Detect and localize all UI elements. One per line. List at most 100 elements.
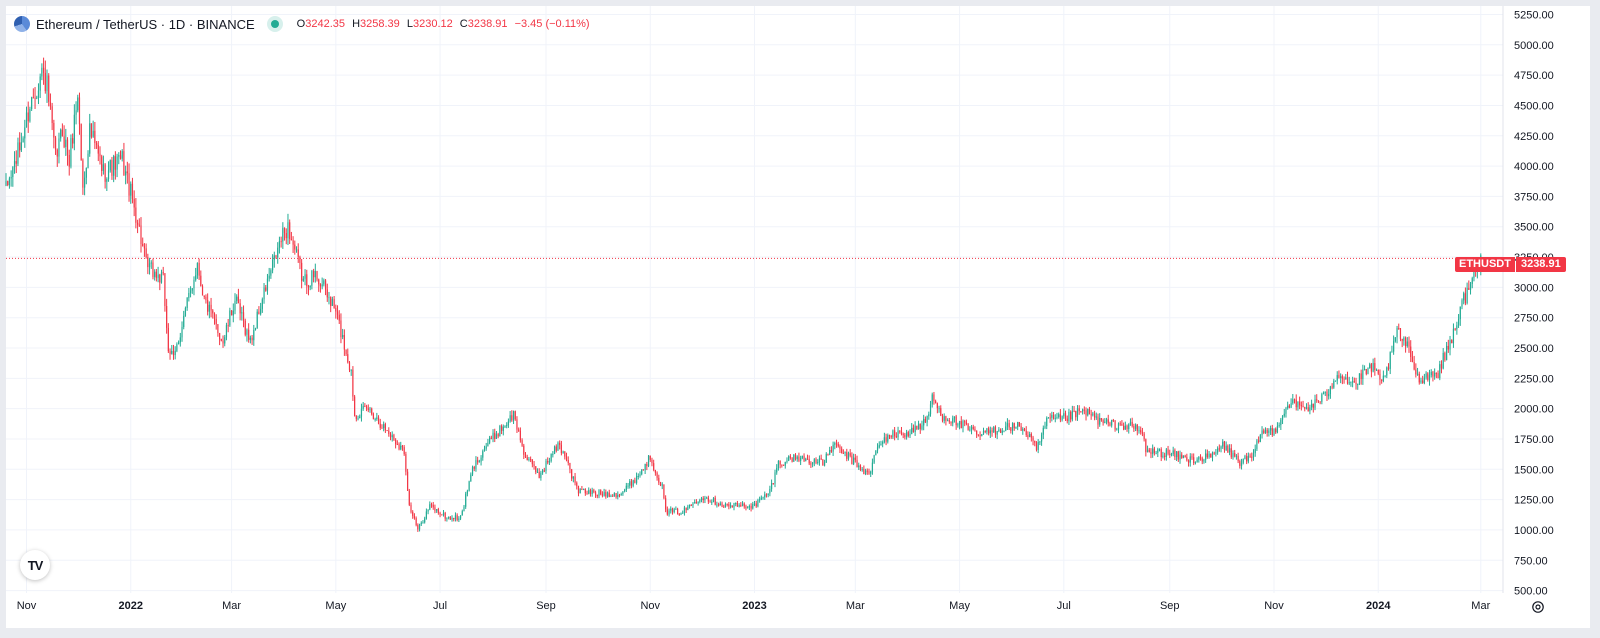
candle: [962, 419, 964, 433]
candle: [220, 338, 222, 342]
candle: [393, 433, 395, 441]
candle: [78, 92, 81, 135]
candle: [492, 429, 494, 443]
candle: [1297, 401, 1299, 411]
candle: [369, 406, 371, 413]
candle: [1396, 325, 1398, 344]
candle: [500, 424, 503, 435]
candle: [1434, 368, 1436, 380]
candle: [745, 504, 747, 511]
candle: [248, 323, 250, 343]
candle: [841, 446, 843, 454]
candle: [425, 508, 427, 520]
candle: [538, 468, 540, 479]
candle: [764, 491, 766, 500]
candle: [594, 490, 597, 498]
candle: [629, 479, 631, 489]
candle: [107, 161, 110, 182]
candle: [902, 432, 904, 439]
candle: [974, 426, 976, 432]
y-tick-label: 2750.00: [1514, 313, 1554, 325]
candle: [333, 296, 335, 309]
candle: [1025, 426, 1027, 438]
candle: [1446, 341, 1448, 361]
candle: [620, 492, 622, 496]
candle: [155, 268, 157, 282]
candle-series: [5, 57, 1482, 532]
candle: [1293, 398, 1296, 404]
candle: [1331, 383, 1333, 390]
candle: [979, 431, 981, 440]
candle: [1090, 409, 1092, 420]
tradingview-logo-icon[interactable]: TV: [20, 550, 50, 580]
candle: [1239, 459, 1241, 469]
badge-price: 3238.91: [1515, 257, 1566, 272]
candle: [847, 451, 850, 461]
candle: [266, 273, 269, 295]
candle: [832, 441, 834, 456]
candle: [208, 301, 210, 319]
candle: [499, 424, 501, 437]
candle: [1435, 372, 1437, 379]
candle: [251, 335, 253, 345]
candle: [996, 430, 998, 440]
candle: [606, 491, 609, 498]
candle: [982, 427, 985, 435]
candle: [586, 490, 588, 495]
candle: [919, 423, 921, 434]
candle: [1442, 348, 1444, 370]
settings-gear-icon[interactable]: [1531, 600, 1545, 614]
candle: [1017, 421, 1019, 431]
candle: [988, 426, 990, 436]
candle: [624, 488, 626, 493]
candle: [1452, 323, 1455, 348]
candle: [1309, 404, 1311, 415]
candle: [130, 181, 132, 204]
close-value: 3238.91: [467, 18, 508, 30]
candle: [928, 411, 930, 420]
candle: [757, 498, 759, 508]
candle: [19, 132, 21, 158]
candle: [680, 512, 682, 516]
candle: [958, 420, 961, 430]
candle: [360, 403, 363, 422]
candle: [41, 63, 43, 81]
candle: [1177, 450, 1179, 462]
candle: [615, 492, 617, 499]
candle: [1439, 360, 1441, 381]
candle: [236, 294, 238, 304]
candle: [894, 426, 896, 441]
candle: [588, 487, 590, 495]
candle: [489, 435, 491, 445]
candle: [1466, 282, 1468, 305]
candle: [415, 516, 417, 527]
candle: [388, 427, 390, 437]
candle: [540, 470, 542, 481]
candle: [1143, 431, 1145, 442]
candle: [1317, 400, 1320, 404]
candle: [70, 134, 72, 169]
candle: [1440, 360, 1443, 374]
candle: [1165, 447, 1167, 461]
y-tick-label: 1500.00: [1514, 464, 1554, 476]
candle: [719, 501, 721, 506]
candle: [330, 296, 332, 313]
candle: [1384, 375, 1386, 378]
candle: [1213, 451, 1215, 455]
price-axis[interactable]: 500.00 750.00 1000.00 1250.00 1500.00 1750.00…: [1514, 9, 1554, 597]
candle: [1039, 440, 1041, 446]
current-price-badge: ETHUSDT 3238.91: [1455, 257, 1566, 272]
candle: [133, 190, 135, 217]
y-tick-label: 2000.00: [1514, 404, 1554, 416]
candle: [1365, 368, 1367, 376]
x-tick-label: May: [949, 600, 970, 612]
candle: [803, 453, 805, 462]
candle: [557, 441, 559, 451]
candle: [1145, 438, 1147, 457]
time-axis[interactable]: Nov 2022 Mar May Jul Sep Nov 2023 Mar May Jul Sep No…: [17, 600, 1491, 612]
x-tick-label: Jul: [433, 600, 447, 612]
y-tick-label: 4250.00: [1514, 131, 1554, 143]
symbol-title[interactable]: Ethereum / TetherUS · 1D · BINANCE: [36, 16, 255, 32]
candle: [1432, 370, 1434, 382]
